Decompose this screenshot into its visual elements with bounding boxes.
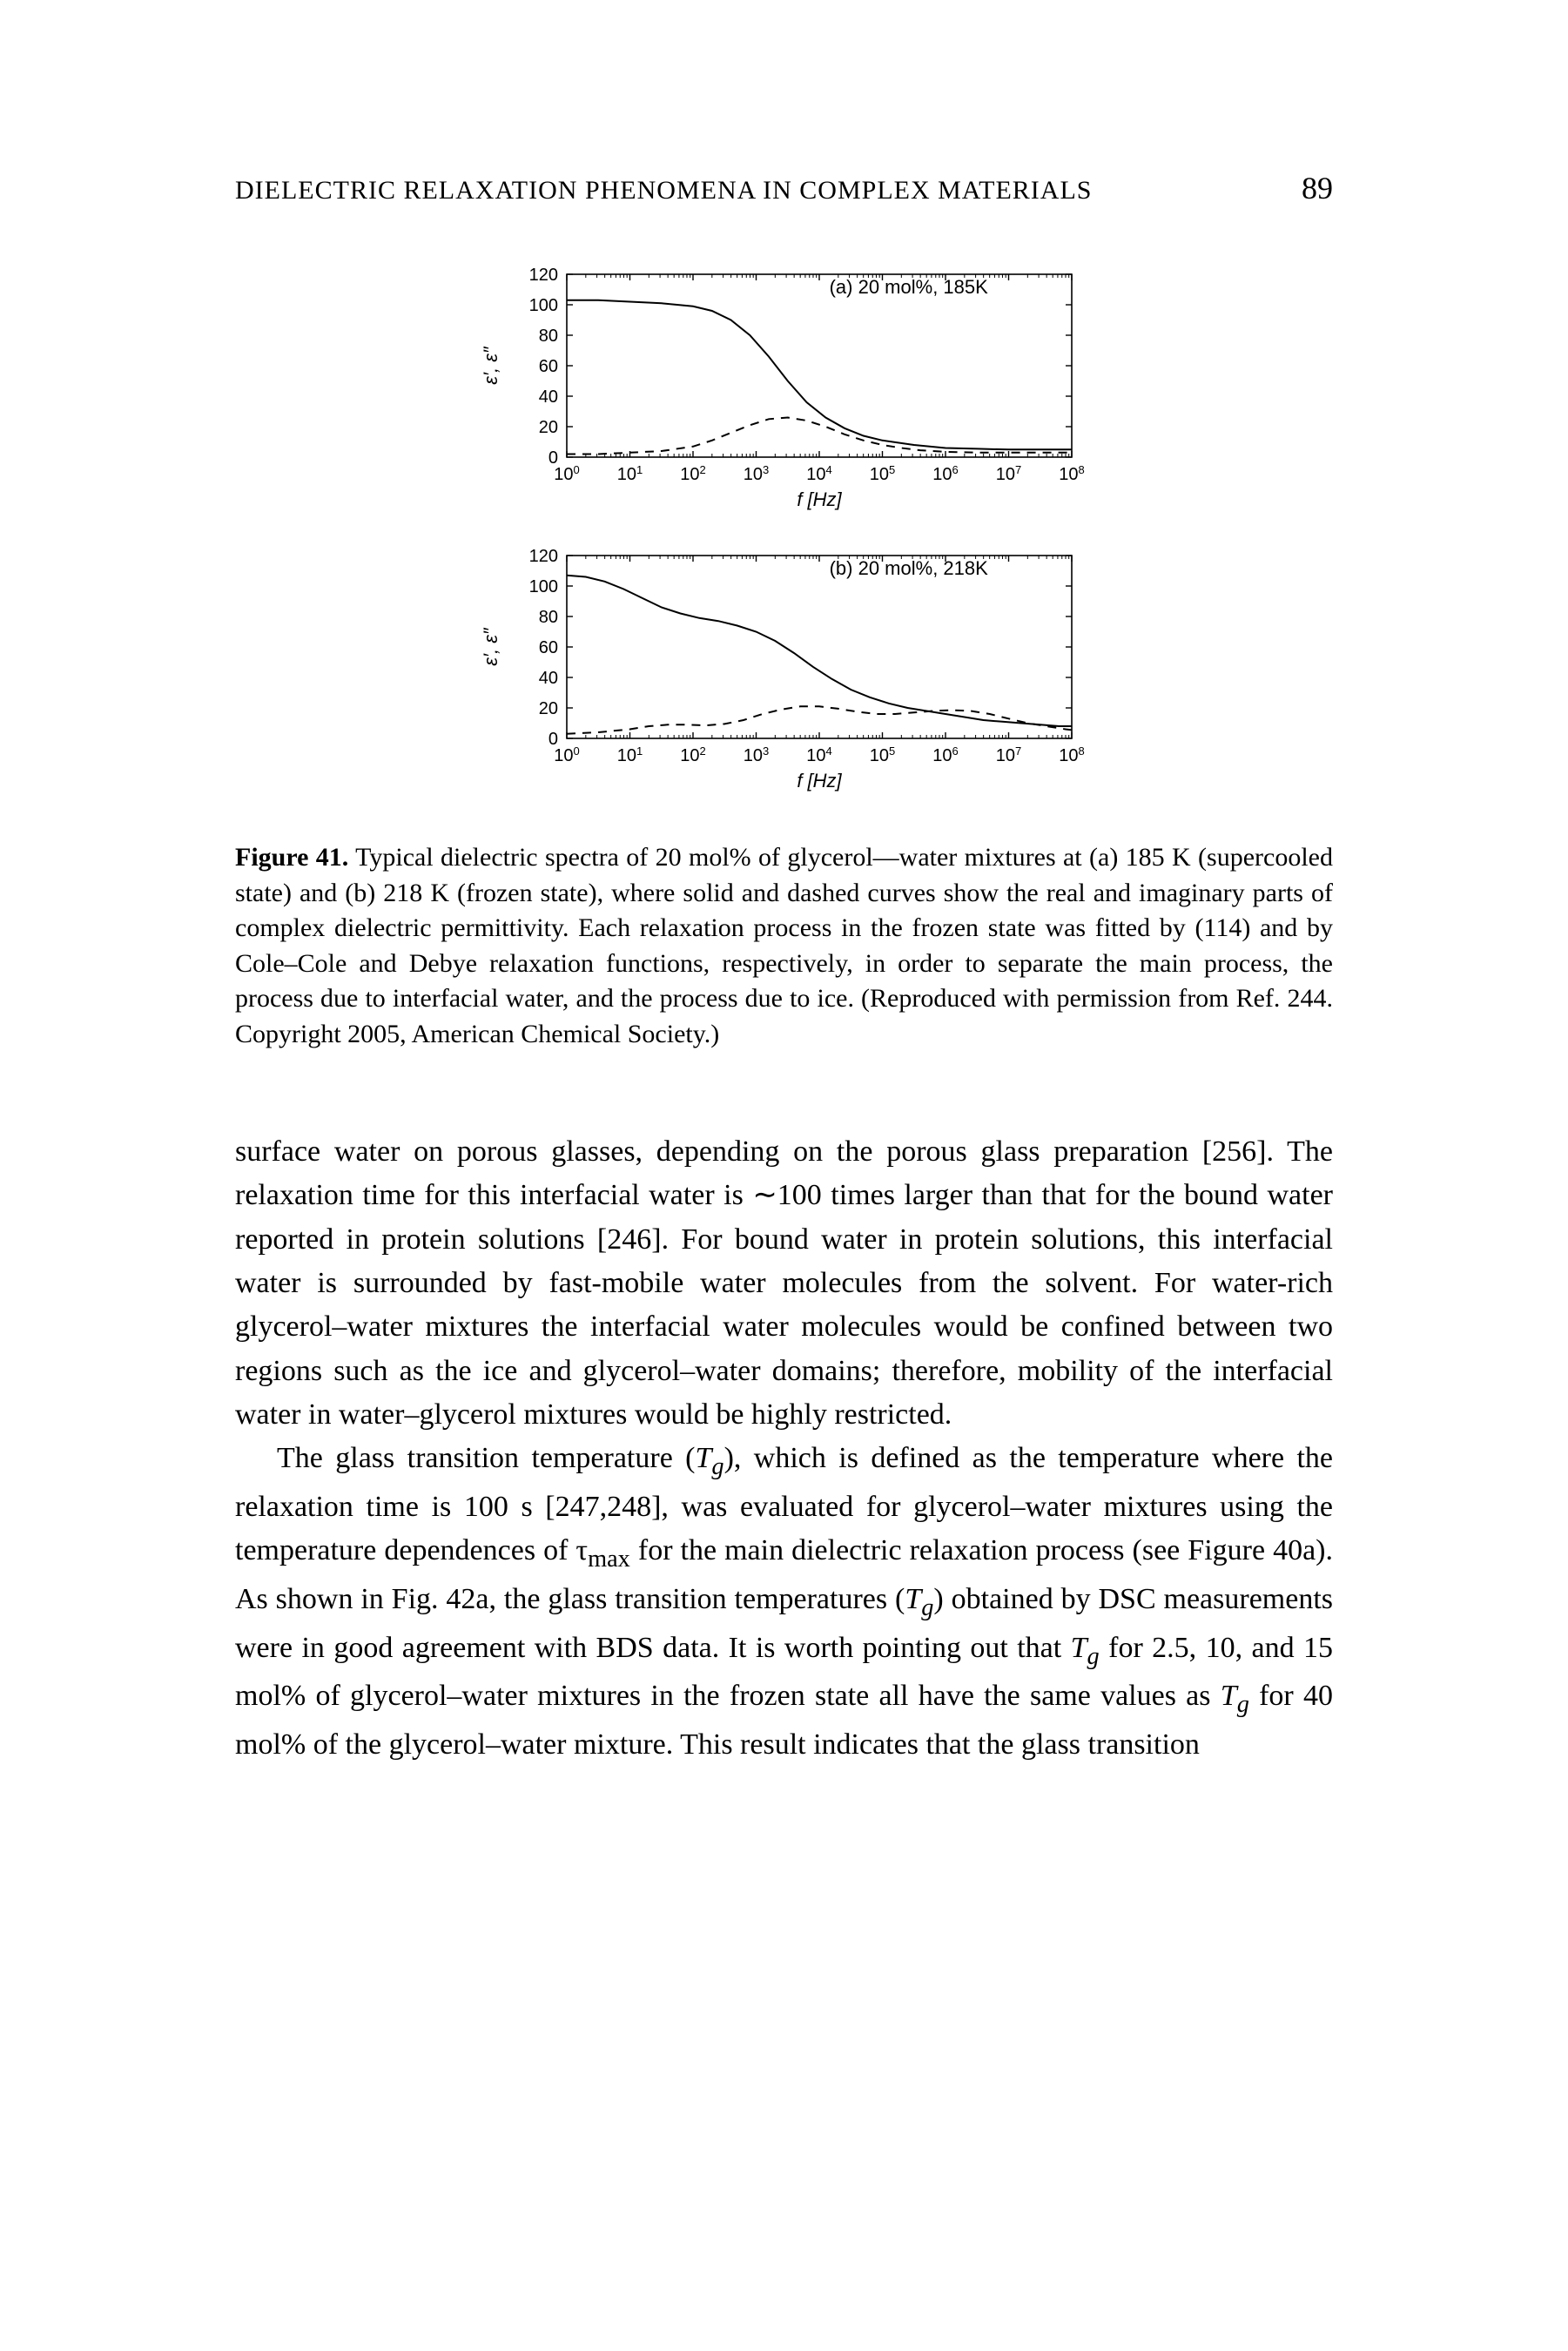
page-number: 89 xyxy=(1302,170,1333,206)
paragraph-1-text: surface water on porous glasses, dependi… xyxy=(235,1135,1333,1431)
svg-text:(a) 20 mol%, 185K: (a) 20 mol%, 185K xyxy=(829,276,988,298)
svg-text:104: 104 xyxy=(806,744,831,766)
figure-41: 0204060801001201001011021031041051061071… xyxy=(235,257,1333,1052)
chart-panel-b: 0204060801001201001011021031041051061071… xyxy=(471,538,1098,804)
svg-text:104: 104 xyxy=(806,463,831,485)
svg-text:60: 60 xyxy=(538,357,557,376)
svg-text:108: 108 xyxy=(1059,744,1084,766)
svg-text:f [Hz]: f [Hz] xyxy=(797,770,842,792)
svg-text:ε′, ε″: ε′, ε″ xyxy=(480,346,501,385)
figure-caption: Figure 41. Typical dielectric spectra of… xyxy=(235,840,1333,1052)
running-head: DIELECTRIC RELAXATION PHENOMENA IN COMPL… xyxy=(235,170,1333,206)
svg-text:120: 120 xyxy=(528,547,557,566)
svg-text:107: 107 xyxy=(995,463,1020,485)
svg-text:(b) 20 mol%, 218K: (b) 20 mol%, 218K xyxy=(829,557,988,579)
svg-text:102: 102 xyxy=(680,463,705,485)
svg-text:106: 106 xyxy=(932,744,958,766)
chart-svg-a: 0204060801001201001011021031041051061071… xyxy=(471,257,1098,518)
svg-text:120: 120 xyxy=(528,266,557,285)
svg-text:105: 105 xyxy=(869,744,894,766)
svg-text:40: 40 xyxy=(538,669,557,688)
svg-text:ε′, ε″: ε′, ε″ xyxy=(480,627,501,666)
svg-text:101: 101 xyxy=(616,744,642,766)
svg-text:102: 102 xyxy=(680,744,705,766)
svg-text:100: 100 xyxy=(528,296,557,315)
running-title: DIELECTRIC RELAXATION PHENOMENA IN COMPL… xyxy=(235,176,1092,205)
svg-text:20: 20 xyxy=(538,699,557,718)
figure-caption-text: Typical dielectric spectra of 20 mol% of… xyxy=(235,843,1333,1048)
chart-svg-b: 0204060801001201001011021031041051061071… xyxy=(471,538,1098,799)
svg-text:108: 108 xyxy=(1059,463,1084,485)
svg-text:20: 20 xyxy=(538,418,557,437)
figure-label: Figure 41. xyxy=(235,843,348,872)
svg-text:101: 101 xyxy=(616,463,642,485)
paragraph-1: surface water on porous glasses, dependi… xyxy=(235,1130,1333,1437)
svg-text:80: 80 xyxy=(538,608,557,627)
svg-text:100: 100 xyxy=(554,744,579,766)
chart-panel-a: 0204060801001201001011021031041051061071… xyxy=(471,257,1098,522)
paragraph-2-text: The glass transition temperature (Tg), w… xyxy=(235,1442,1333,1761)
svg-text:103: 103 xyxy=(743,744,768,766)
svg-text:105: 105 xyxy=(869,463,894,485)
svg-text:106: 106 xyxy=(932,463,958,485)
svg-text:100: 100 xyxy=(554,463,579,485)
svg-text:f [Hz]: f [Hz] xyxy=(797,488,842,510)
paragraph-2: The glass transition temperature (Tg), w… xyxy=(235,1437,1333,1767)
svg-text:100: 100 xyxy=(528,577,557,596)
svg-text:40: 40 xyxy=(538,387,557,407)
page: DIELECTRIC RELAXATION PHENOMENA IN COMPL… xyxy=(0,0,1568,2351)
svg-text:80: 80 xyxy=(538,327,557,346)
svg-text:107: 107 xyxy=(995,744,1020,766)
body-text: surface water on porous glasses, dependi… xyxy=(235,1130,1333,1767)
svg-text:103: 103 xyxy=(743,463,768,485)
svg-text:60: 60 xyxy=(538,638,557,657)
